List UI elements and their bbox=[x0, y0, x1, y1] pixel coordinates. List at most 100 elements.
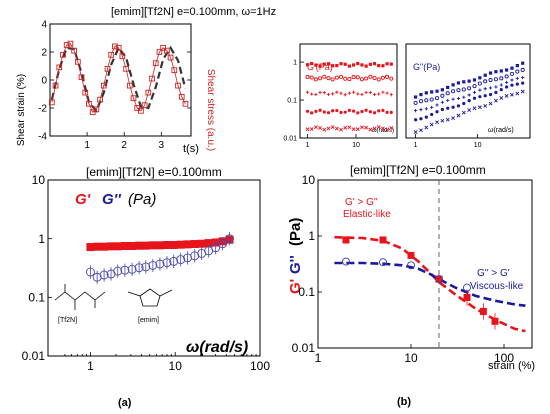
gsecond-point bbox=[148, 260, 158, 270]
small-chart-gprime-point bbox=[351, 109, 356, 113]
small-chart-gsecond-xtick-label: 1 bbox=[414, 142, 418, 149]
strain-line bbox=[50, 45, 187, 113]
small-chart-gsecond-point bbox=[488, 71, 493, 75]
small-chart-gsecond-point bbox=[483, 87, 487, 91]
strain-stress-chart: [emim][Tf2N] e=0.100mm, ω=1Hz Shear stra… bbox=[16, 6, 276, 155]
stress-point bbox=[56, 64, 63, 71]
omega-chart-a-ytick-label: 0.1 bbox=[28, 291, 45, 305]
small-chart-gprime-point bbox=[331, 64, 335, 68]
small-chart-gprime-point bbox=[355, 127, 360, 132]
stress-point bbox=[100, 82, 107, 89]
small-chart-gprime-point bbox=[364, 108, 368, 112]
small-chart-gprime-point bbox=[347, 64, 351, 68]
gprime-point bbox=[169, 240, 178, 249]
small-chart-gsecond-point bbox=[413, 130, 418, 135]
small-chart-gprime-point bbox=[351, 90, 356, 94]
small-chart-gsecond-point bbox=[446, 106, 450, 110]
small-chart-gprime-point bbox=[322, 110, 326, 114]
small-chart-gsecond-point bbox=[462, 80, 466, 84]
small-chart-gsecond-point bbox=[515, 63, 519, 68]
stress-point bbox=[145, 89, 152, 96]
gsecond-point bbox=[99, 270, 109, 280]
gsecond-point bbox=[141, 262, 151, 272]
small-chart-gprime-point bbox=[326, 111, 331, 115]
small-chart-gprime-point bbox=[322, 127, 327, 132]
small-chart-gsecond-point bbox=[488, 92, 493, 97]
annotation-viscous-line1: G'' > G' bbox=[477, 268, 510, 279]
small-chart-gprime-point bbox=[372, 75, 377, 81]
small-chart-gsecond-frame bbox=[405, 43, 531, 139]
small-chart-gsecond-point bbox=[483, 94, 487, 98]
small-chart-gsecond-point bbox=[478, 95, 482, 99]
strain-sweep-legend-unit: (Pa) bbox=[287, 218, 304, 246]
small-chart-gsecond-point bbox=[456, 104, 461, 108]
small-chart-gsecond-point bbox=[510, 78, 514, 82]
small-chart-gsecond-point bbox=[435, 110, 439, 114]
omega-chart-a-xtick-label: 100 bbox=[250, 359, 270, 373]
gprime-point bbox=[407, 251, 415, 259]
stress-point bbox=[171, 67, 178, 74]
strain-chart-ytick-label: 2 bbox=[41, 48, 47, 59]
strain-sweep-frame bbox=[317, 179, 533, 349]
small-chart-gprime-point bbox=[310, 92, 314, 96]
small-chart-gprime-point bbox=[368, 62, 372, 66]
small-chart-gprime-point bbox=[318, 64, 322, 68]
small-chart-gprime-point bbox=[347, 108, 351, 112]
omega-chart-a-frame bbox=[47, 179, 261, 357]
omega-chart-a-xlabel: ω(rad/s) bbox=[186, 339, 248, 356]
small-chart-gprime-point bbox=[351, 75, 356, 80]
stress-point bbox=[126, 82, 133, 89]
strain-sweep-xtick-label: 100 bbox=[494, 351, 514, 365]
omega-chart-a-ytick-label: 1 bbox=[38, 232, 45, 246]
small-chart-gsecond-point bbox=[430, 105, 434, 109]
small-chart-gprime-point bbox=[368, 127, 373, 132]
small-chart-gsecond-point bbox=[446, 85, 450, 90]
small-chart-gprime-point bbox=[377, 109, 381, 113]
small-chart-gprime-point bbox=[305, 74, 310, 80]
omega-sweep-chart-a: [emim][Tf2N] e=0.100mm G' G'' (Pa) ω(rad… bbox=[22, 165, 271, 373]
small-chart-gprime-point bbox=[318, 76, 323, 81]
small-chart-gsecond-point bbox=[461, 110, 466, 115]
small-chart-gsecond-point bbox=[483, 79, 488, 84]
small-chart-gprime-point bbox=[343, 62, 347, 66]
small-chart-gprime-point bbox=[381, 108, 385, 113]
structure-label-emim: [emim] bbox=[138, 317, 159, 324]
small-chart-gprime-point bbox=[313, 125, 318, 130]
gsecond-point bbox=[463, 283, 471, 292]
annotation-viscous-line2: Viscous-like bbox=[470, 281, 524, 292]
small-chart-gsecond-point bbox=[456, 96, 461, 101]
small-chart-gsecond-point bbox=[446, 98, 450, 102]
small-chart-gprime-point bbox=[326, 92, 331, 97]
small-chart-gsecond-point bbox=[467, 108, 472, 112]
small-chart-gsecond-point bbox=[515, 91, 520, 96]
small-chart-gprime-ytick-label: 1 bbox=[293, 60, 297, 67]
small-chart-gsecond-point bbox=[435, 120, 439, 125]
stress-point bbox=[60, 51, 66, 58]
strain-chart-ylabel-right: Shear stress (a.u.) bbox=[205, 69, 216, 151]
small-chart-gsecond-point bbox=[477, 105, 482, 110]
stress-point bbox=[49, 99, 55, 106]
small-chart-gprime-point bbox=[343, 110, 347, 114]
small-chart-gprime-point bbox=[356, 92, 360, 96]
omega-chart-a-legend-unit: (Pa) bbox=[128, 191, 156, 208]
small-chart-gsecond-xtick-label: 10 bbox=[474, 142, 482, 149]
small-chart-gsecond-point bbox=[472, 84, 477, 89]
small-chart-gprime-point bbox=[326, 76, 331, 81]
small-chart-gprime-point bbox=[376, 125, 381, 129]
omega-chart-a-xtick-label: 1 bbox=[87, 359, 94, 373]
small-chart-gsecond-point bbox=[440, 107, 444, 112]
small-chart-gprime-point bbox=[359, 77, 365, 82]
gsecond-point bbox=[225, 234, 234, 244]
small-chart-gsecond-point bbox=[435, 89, 439, 93]
stress-point bbox=[82, 89, 89, 96]
small-chart-gprime-point bbox=[368, 90, 372, 95]
small-chart-gprime-point bbox=[389, 93, 393, 97]
small-chart-gprime-point bbox=[347, 91, 351, 95]
small-chart-gsecond-point bbox=[451, 83, 455, 87]
small-chart-gsecond-point bbox=[424, 91, 428, 95]
small-chart-gsecond-point bbox=[515, 76, 519, 80]
stress-point bbox=[93, 106, 100, 113]
small-chart-gprime-point bbox=[368, 74, 373, 79]
gprime-point bbox=[141, 241, 150, 250]
stress-point bbox=[123, 65, 129, 72]
